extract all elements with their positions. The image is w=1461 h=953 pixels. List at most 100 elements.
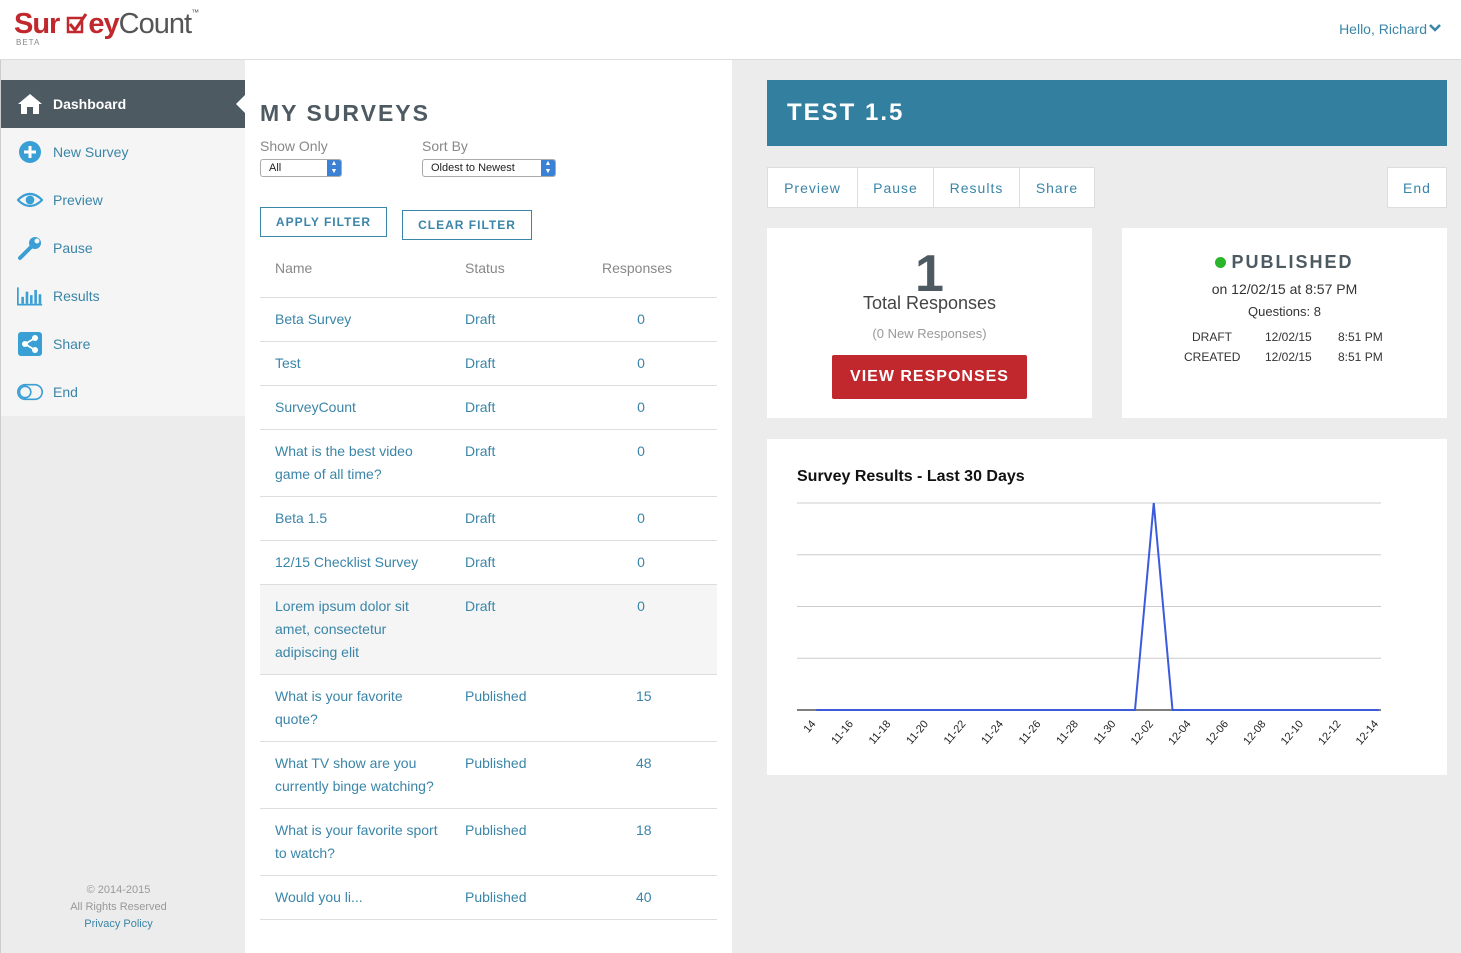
tab-share[interactable]: Share (1019, 167, 1095, 208)
survey-title: TEST 1.5 (767, 80, 1447, 146)
meta-date: 12/02/15 (1265, 350, 1312, 364)
my-surveys-panel: MY SURVEYS Show Only All ▲ ▼ Sort By Olde… (245, 60, 732, 953)
status-dot-icon (1215, 257, 1227, 268)
survey-responses: 40 (636, 889, 652, 905)
privacy-policy-link[interactable]: Privacy Policy (84, 918, 153, 930)
surveycount-logo[interactable]: Sur eyCount™ (14, 8, 199, 40)
survey-status: Published (465, 755, 527, 771)
sidebar-item-label: Results (53, 288, 100, 304)
show-only-select[interactable]: All ▲ ▼ (260, 159, 342, 177)
survey-name-link[interactable]: Would you li... (275, 889, 363, 905)
x-tick-label: 11-24 (979, 718, 1006, 747)
x-tick-label: 12-04 (1166, 718, 1193, 747)
beta-label: BETA (16, 38, 41, 47)
meta-date: 12/02/15 (1265, 330, 1312, 344)
sidebar-item-label: Preview (53, 192, 103, 208)
table-row[interactable]: SurveyCount Draft 0 (260, 386, 717, 430)
survey-responses: 0 (637, 311, 645, 327)
view-responses-button[interactable]: VIEW RESPONSES (832, 355, 1027, 399)
table-header: Name Status Responses (260, 256, 717, 298)
x-tick-label: 11-26 (1017, 718, 1044, 747)
survey-responses: 0 (637, 598, 645, 614)
sidebar-item-results[interactable]: Results (1, 272, 246, 320)
select-arrows-icon: ▲ ▼ (541, 160, 555, 176)
survey-responses: 0 (637, 443, 645, 459)
meta-label: CREATED (1184, 350, 1241, 364)
survey-name-link[interactable]: Beta 1.5 (275, 510, 328, 526)
tab-results[interactable]: Results (933, 167, 1020, 208)
table-row[interactable]: Lorem ipsum dolor sit amet, consectetur … (260, 585, 717, 675)
sidebar-item-label: Dashboard (53, 96, 127, 112)
tab-end[interactable]: End (1387, 167, 1447, 208)
survey-status: Published (465, 889, 527, 905)
survey-name-link[interactable]: What is your favorite quote? (275, 688, 403, 727)
survey-name-link[interactable]: What TV show are you currently binge wat… (275, 755, 434, 794)
sidebar-nav: Dashboard New Survey Preview Pause Resul… (1, 80, 246, 416)
sidebar-item-pause[interactable]: Pause (1, 224, 246, 272)
survey-name-link[interactable]: SurveyCount (275, 399, 356, 415)
responses-card: 1 Total Responses (0 New Responses) VIEW… (767, 228, 1092, 418)
sort-by-label: Sort By (422, 138, 468, 154)
survey-status: Draft (465, 554, 496, 570)
survey-responses: 0 (637, 399, 645, 415)
bar-chart-icon (17, 283, 43, 309)
page-title: MY SURVEYS (260, 100, 430, 126)
survey-name-link[interactable]: What is the best video game of all time? (275, 443, 413, 482)
sidebar-item-end[interactable]: End (1, 368, 246, 416)
apply-filter-button[interactable]: APPLY FILTER (260, 207, 387, 237)
share-icon (17, 331, 43, 357)
sidebar-item-label: Pause (53, 240, 93, 256)
table-row[interactable]: What TV show are you currently binge wat… (260, 742, 717, 809)
survey-name-link[interactable]: 12/15 Checklist Survey (275, 554, 419, 570)
meta-label: DRAFT (1192, 330, 1232, 344)
survey-name-link[interactable]: What is your favorite sport to watch? (275, 822, 438, 861)
sort-by-value: Oldest to Newest (431, 162, 515, 174)
meta-time: 8:51 PM (1338, 350, 1383, 364)
sidebar-item-share[interactable]: Share (1, 320, 246, 368)
chevron-down-icon[interactable] (1429, 20, 1441, 36)
table-row[interactable]: What is your favorite quote? Published 15 (260, 675, 717, 742)
show-only-value: All (269, 162, 282, 174)
sidebar-item-label: End (53, 384, 78, 400)
x-tick-label: 11-20 (904, 718, 931, 747)
sidebar-item-label: Share (53, 336, 91, 352)
tab-preview[interactable]: Preview (767, 167, 858, 208)
survey-status: Draft (465, 399, 496, 415)
column-name[interactable]: Name (275, 260, 313, 276)
table-row[interactable]: Beta 1.5 Draft 0 (260, 497, 717, 541)
plus-circle-icon (17, 139, 43, 165)
sort-by-select[interactable]: Oldest to Newest ▲ ▼ (422, 159, 556, 177)
survey-responses: 0 (637, 554, 645, 570)
chart-card: Survey Results - Last 30 Days 14 11-16 11-… (767, 439, 1447, 775)
column-responses[interactable]: Responses (602, 260, 673, 276)
show-only-label: Show Only (260, 138, 328, 154)
sidebar-item-new-survey[interactable]: New Survey (1, 128, 246, 176)
series-line (816, 502, 1379, 711)
results-line-chart: 14 11-16 11-18 11-20 11-22 11-24 11-26 11-28 11-… (797, 502, 1381, 747)
column-status[interactable]: Status (465, 260, 505, 276)
wrench-icon (17, 235, 43, 261)
sidebar-footer: © 2014-2015 All Rights Reserved Privacy … (1, 882, 236, 933)
published-date: on 12/02/15 at 8:57 PM (1211, 281, 1358, 297)
x-tick-label: 11-18 (867, 718, 894, 747)
table-row[interactable]: What is your favorite sport to watch? Pub… (260, 809, 717, 876)
clear-filter-button[interactable]: CLEAR FILTER (402, 210, 532, 240)
table-row[interactable]: What is the best video game of all time?… (260, 430, 717, 497)
x-tick-label: 12-02 (1129, 718, 1156, 747)
sidebar: Dashboard New Survey Preview Pause Resul… (0, 60, 246, 953)
table-row[interactable]: Beta Survey Draft 0 (260, 298, 717, 342)
top-header: Sur eyCount™ BETA Hello, Richard (0, 0, 1461, 60)
survey-name-link[interactable]: Lorem ipsum dolor sit amet, consectetur … (275, 598, 409, 660)
survey-name-link[interactable]: Beta Survey (275, 311, 352, 327)
user-greeting[interactable]: Hello, Richard (1339, 21, 1427, 37)
eye-icon (17, 187, 43, 213)
sidebar-item-preview[interactable]: Preview (1, 176, 246, 224)
tab-pause[interactable]: Pause (857, 167, 934, 208)
table-row[interactable]: 12/15 Checklist Survey Draft 0 (260, 541, 717, 585)
sidebar-item-dashboard[interactable]: Dashboard (1, 80, 246, 128)
table-row[interactable]: Test Draft 0 (260, 342, 717, 386)
survey-name-link[interactable]: Test (275, 355, 301, 371)
total-responses-count: 1 (915, 245, 944, 303)
meta-time: 8:51 PM (1338, 330, 1383, 344)
table-row[interactable]: Would you li... Published 40 (260, 876, 717, 920)
